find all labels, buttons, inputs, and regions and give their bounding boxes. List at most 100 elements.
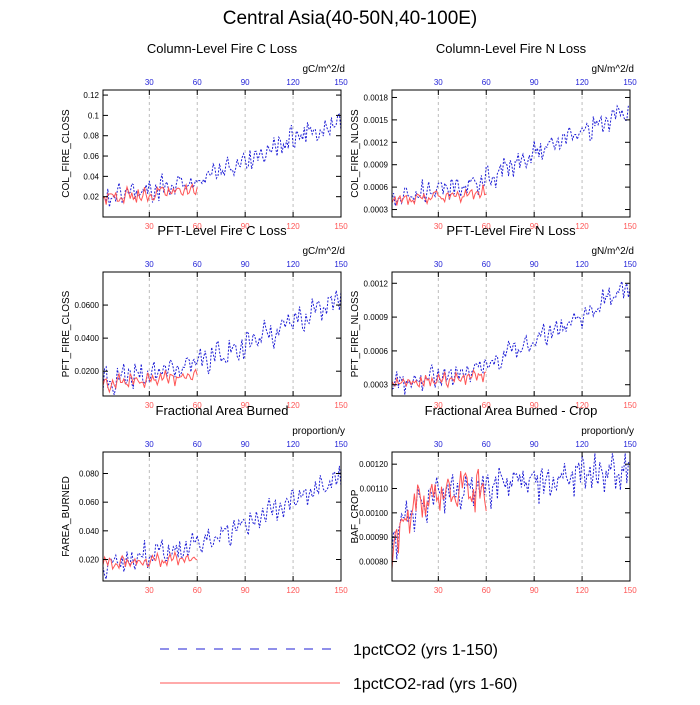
y-tick-label: 0.020 bbox=[79, 556, 100, 565]
legend-label-1pctco2: 1pctCO2 (yrs 1-150) bbox=[353, 642, 498, 659]
y-tick-label: 0.00090 bbox=[359, 533, 388, 542]
y-tick-label: 0.0003 bbox=[364, 206, 389, 215]
x-tick-label-top: 150 bbox=[334, 260, 348, 269]
x-tick-label-top: 90 bbox=[241, 440, 250, 449]
plot-frame bbox=[391, 271, 631, 397]
legend-label-1pctco2-rad: 1pctCO2-rad (yrs 1-60) bbox=[353, 676, 518, 693]
y-tick-label: 0.0006 bbox=[364, 347, 389, 356]
y-axis-label: COL_FIRE_NLOSS bbox=[350, 109, 361, 198]
y-tick-label: 0.0015 bbox=[364, 116, 389, 125]
panel-title: Fractional Area Burned - Crop bbox=[425, 403, 598, 418]
x-tick-label-top: 60 bbox=[193, 260, 202, 269]
series-line-1pctco2-rad bbox=[102, 550, 198, 571]
x-tick-label-bottom: 90 bbox=[530, 222, 539, 231]
x-tick-label-top: 90 bbox=[241, 78, 250, 87]
panel-title: Column-Level Fire N Loss bbox=[436, 41, 587, 56]
x-tick-label-top: 60 bbox=[193, 78, 202, 87]
x-tick-label-top: 120 bbox=[575, 440, 589, 449]
x-tick-label-top: 120 bbox=[286, 260, 300, 269]
y-tick-label: 0.00080 bbox=[359, 558, 388, 567]
y-tick-label: 0.0600 bbox=[75, 301, 100, 310]
series-line-1pctco2-rad bbox=[391, 184, 487, 206]
x-tick-label-bottom: 150 bbox=[334, 586, 348, 595]
units-label: gC/m^2/d bbox=[303, 246, 346, 257]
x-tick-label-bottom: 60 bbox=[193, 586, 202, 595]
x-tick-label-bottom: 30 bbox=[434, 222, 443, 231]
series-line-1pctco2-rad bbox=[391, 369, 487, 389]
series-line-1pctco2-rad bbox=[102, 368, 198, 394]
x-tick-label-top: 30 bbox=[434, 78, 443, 87]
y-tick-label: 0.12 bbox=[83, 91, 99, 100]
series-line-1pctco2 bbox=[102, 465, 342, 580]
x-tick-label-top: 90 bbox=[530, 78, 539, 87]
x-tick-label-bottom: 150 bbox=[334, 401, 348, 410]
panel-title: PFT-Level Fire C Loss bbox=[157, 223, 287, 238]
series-line-1pctco2 bbox=[391, 104, 631, 208]
x-tick-label-bottom: 90 bbox=[241, 222, 250, 231]
x-tick-label-top: 60 bbox=[193, 440, 202, 449]
y-tick-label: 0.040 bbox=[79, 527, 100, 536]
x-tick-label-bottom: 150 bbox=[334, 222, 348, 231]
y-tick-label: 0.06 bbox=[83, 152, 99, 161]
x-tick-label-top: 60 bbox=[482, 78, 491, 87]
y-axis-label: BAF_CROP bbox=[350, 489, 361, 543]
x-tick-label-top: 120 bbox=[575, 78, 589, 87]
x-tick-label-bottom: 120 bbox=[575, 586, 589, 595]
y-tick-label: 0.0009 bbox=[364, 313, 389, 322]
y-tick-label: 0.0009 bbox=[364, 161, 389, 170]
y-tick-label: 0.02 bbox=[83, 193, 99, 202]
y-tick-label: 0.0012 bbox=[364, 138, 389, 147]
y-tick-label: 0.1 bbox=[88, 111, 100, 120]
plot-frame bbox=[102, 89, 342, 218]
x-tick-label-bottom: 60 bbox=[482, 586, 491, 595]
x-tick-label-top: 90 bbox=[241, 260, 250, 269]
x-tick-label-bottom: 150 bbox=[623, 586, 637, 595]
x-tick-label-bottom: 120 bbox=[286, 401, 300, 410]
series-line-1pctco2 bbox=[102, 113, 342, 208]
x-tick-label-bottom: 150 bbox=[623, 222, 637, 231]
panel-2: Column-Level Fire N Loss gN/m^2/d 0.0003 0.… bbox=[350, 41, 637, 231]
y-tick-label: 0.060 bbox=[79, 498, 100, 507]
x-tick-label-top: 30 bbox=[434, 260, 443, 269]
x-tick-label-bottom: 90 bbox=[530, 586, 539, 595]
plot-frame bbox=[102, 271, 342, 397]
y-tick-label: 0.08 bbox=[83, 132, 99, 141]
x-tick-label-top: 150 bbox=[334, 440, 348, 449]
x-tick-label-top: 150 bbox=[334, 78, 348, 87]
series-line-1pctco2 bbox=[102, 290, 342, 395]
panel-3: PFT-Level Fire C Loss gC/m^2/d 0.0200 0.040… bbox=[61, 223, 348, 410]
figure-title: Central Asia(40-50N,40-100E) bbox=[222, 8, 478, 29]
x-tick-label-bottom: 60 bbox=[193, 222, 202, 231]
x-tick-label-top: 120 bbox=[575, 260, 589, 269]
units-label: gN/m^2/d bbox=[592, 64, 635, 75]
x-tick-label-bottom: 60 bbox=[193, 401, 202, 410]
x-tick-label-top: 30 bbox=[145, 78, 154, 87]
y-tick-label: 0.0018 bbox=[364, 93, 389, 102]
x-tick-label-top: 90 bbox=[530, 260, 539, 269]
x-tick-label-bottom: 120 bbox=[575, 401, 589, 410]
x-tick-label-top: 150 bbox=[623, 78, 637, 87]
x-tick-label-top: 60 bbox=[482, 260, 491, 269]
x-tick-label-bottom: 90 bbox=[241, 401, 250, 410]
x-tick-label-bottom: 90 bbox=[530, 401, 539, 410]
y-axis-label: COL_FIRE_CLOSS bbox=[61, 109, 72, 198]
x-tick-label-bottom: 120 bbox=[575, 222, 589, 231]
y-tick-label: 0.00100 bbox=[359, 509, 388, 518]
x-tick-label-bottom: 60 bbox=[482, 401, 491, 410]
panel-6: Fractional Area Burned - Crop proportion/… bbox=[350, 403, 637, 595]
x-tick-label-top: 120 bbox=[286, 440, 300, 449]
legend: 1pctCO2 (yrs 1-150) 1pctCO2-rad (yrs 1-60… bbox=[160, 642, 518, 693]
x-tick-label-bottom: 30 bbox=[145, 586, 154, 595]
x-tick-label-top: 60 bbox=[482, 440, 491, 449]
x-tick-label-top: 30 bbox=[145, 440, 154, 449]
x-tick-label-top: 150 bbox=[623, 440, 637, 449]
x-tick-label-bottom: 120 bbox=[286, 222, 300, 231]
units-label: gN/m^2/d bbox=[592, 246, 635, 257]
y-tick-label: 0.0400 bbox=[75, 334, 100, 343]
series-line-1pctco2-rad bbox=[102, 182, 198, 205]
x-tick-label-top: 30 bbox=[434, 440, 443, 449]
x-tick-label-bottom: 120 bbox=[286, 586, 300, 595]
